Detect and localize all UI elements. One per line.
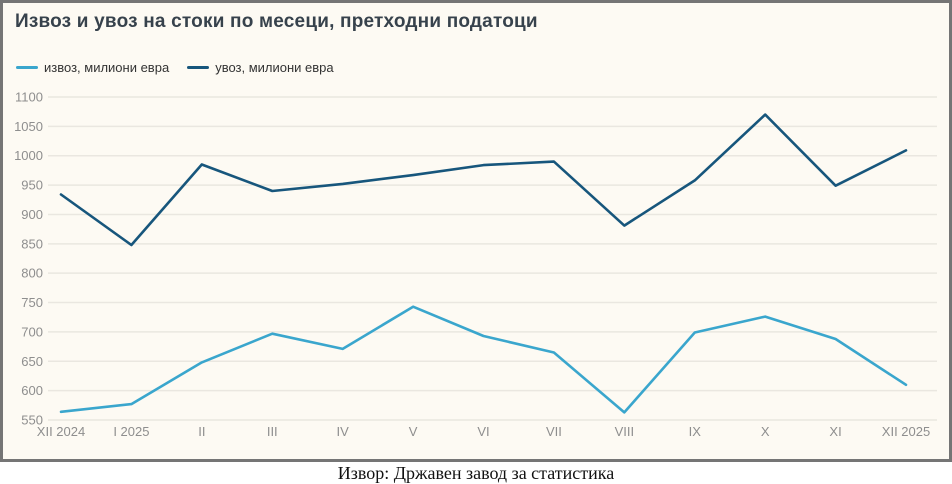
x-axis-label: XII 2025 xyxy=(882,424,930,439)
legend-item-import[interactable]: увоз, милиони евра xyxy=(187,60,334,75)
chart-title: Извоз и увоз на стоки по месеци, претход… xyxy=(15,11,538,32)
y-axis-label: 750 xyxy=(21,295,43,310)
legend-label-import: увоз, милиони евра xyxy=(215,60,334,75)
y-axis-label: 850 xyxy=(21,236,43,251)
y-axis-label: 550 xyxy=(21,413,43,428)
y-axis-label: 1050 xyxy=(14,119,43,134)
x-axis-label: XI xyxy=(829,424,841,439)
y-axis-label: 1100 xyxy=(15,90,43,105)
import-series-line[interactable] xyxy=(59,113,908,247)
y-axis-label: 800 xyxy=(21,266,43,281)
x-axis-label: X xyxy=(761,424,770,439)
plot-area: 550 600 650 700 750 800 850 900 950 1000 1050 1100 X… xyxy=(14,90,937,439)
y-axis-label: 900 xyxy=(21,207,43,222)
y-axis-label: 700 xyxy=(21,324,43,339)
x-axis-label: XII 2024 xyxy=(37,424,85,439)
export-line-swatch-icon xyxy=(16,66,38,69)
import-line-swatch-icon xyxy=(187,66,210,69)
export-series-line[interactable] xyxy=(59,305,908,414)
x-axis-label: I 2025 xyxy=(113,424,149,439)
x-axis-label: III xyxy=(267,424,278,439)
x-axis-label: II xyxy=(198,424,205,439)
x-axis-label: VIII xyxy=(615,424,635,439)
x-axis-label: IX xyxy=(689,424,702,439)
x-axis-label: V xyxy=(409,424,418,439)
legend: извоз, милиони евра увоз, милиони евра xyxy=(16,60,334,75)
y-axis-label: 1000 xyxy=(14,148,43,163)
chart-panel: Извоз и увоз на стоки по месеци, претход… xyxy=(0,0,952,462)
x-axis-label: VII xyxy=(546,424,562,439)
x-axis-label: IV xyxy=(337,424,350,439)
y-axis-label: 600 xyxy=(21,383,43,398)
legend-item-export[interactable]: извоз, милиони евра xyxy=(16,60,169,75)
y-axis-label: 950 xyxy=(21,178,43,193)
x-axis-label: VI xyxy=(477,424,489,439)
y-axis-label: 650 xyxy=(21,354,43,369)
source-caption: Извор: Државен завод за статистика xyxy=(337,463,615,483)
legend-label-export: извоз, милиони евра xyxy=(44,60,170,75)
